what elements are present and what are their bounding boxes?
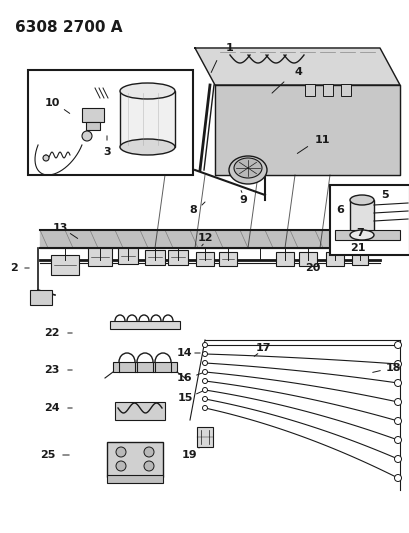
- Bar: [113, 362, 177, 372]
- Bar: [275, 252, 293, 266]
- Text: 2: 2: [10, 263, 18, 273]
- Ellipse shape: [349, 195, 373, 205]
- Ellipse shape: [82, 131, 92, 141]
- Bar: [351, 252, 367, 265]
- Bar: [107, 442, 163, 477]
- Ellipse shape: [393, 379, 400, 386]
- Ellipse shape: [393, 360, 400, 367]
- Ellipse shape: [144, 461, 154, 471]
- Text: 22: 22: [44, 328, 60, 338]
- Bar: [218, 252, 236, 266]
- Bar: [120, 91, 175, 147]
- Bar: [115, 402, 164, 420]
- Text: 23: 23: [44, 365, 60, 375]
- Bar: [349, 200, 373, 235]
- Bar: [329, 185, 409, 255]
- Ellipse shape: [202, 406, 207, 410]
- Ellipse shape: [229, 156, 266, 184]
- Ellipse shape: [202, 397, 207, 401]
- Ellipse shape: [120, 83, 175, 99]
- Text: 7: 7: [355, 228, 363, 238]
- Ellipse shape: [144, 447, 154, 457]
- Text: 18: 18: [384, 363, 400, 373]
- Bar: [325, 252, 343, 266]
- Text: 12: 12: [197, 233, 212, 243]
- Ellipse shape: [393, 417, 400, 424]
- Bar: [304, 84, 314, 96]
- Ellipse shape: [393, 342, 400, 349]
- Bar: [196, 427, 213, 447]
- Text: 11: 11: [313, 135, 329, 145]
- Ellipse shape: [120, 139, 175, 155]
- Bar: [196, 252, 213, 266]
- Bar: [86, 122, 100, 130]
- Bar: [30, 290, 52, 305]
- Ellipse shape: [349, 230, 373, 240]
- Polygon shape: [195, 48, 399, 85]
- Text: 14: 14: [177, 348, 192, 358]
- Bar: [51, 255, 79, 275]
- Text: 19: 19: [182, 450, 197, 460]
- Text: 8: 8: [189, 205, 196, 215]
- Text: 25: 25: [40, 450, 56, 460]
- Bar: [28, 70, 193, 175]
- Polygon shape: [214, 85, 399, 175]
- Text: 3: 3: [103, 147, 110, 157]
- Ellipse shape: [202, 369, 207, 375]
- Ellipse shape: [202, 351, 207, 357]
- Bar: [107, 475, 163, 483]
- Bar: [168, 250, 188, 265]
- Ellipse shape: [116, 461, 126, 471]
- Text: 5: 5: [380, 190, 388, 200]
- Text: 13: 13: [52, 223, 67, 233]
- Ellipse shape: [116, 447, 126, 457]
- Text: 17: 17: [255, 343, 270, 353]
- Ellipse shape: [202, 343, 207, 348]
- Ellipse shape: [393, 474, 400, 481]
- Ellipse shape: [393, 399, 400, 406]
- Bar: [82, 108, 104, 122]
- Text: 24: 24: [44, 403, 60, 413]
- Text: 9: 9: [238, 195, 246, 205]
- Text: 6308 2700 A: 6308 2700 A: [15, 20, 122, 35]
- Text: 21: 21: [349, 243, 365, 253]
- Bar: [322, 84, 332, 96]
- Bar: [88, 248, 112, 266]
- Ellipse shape: [234, 158, 261, 178]
- Text: 4: 4: [293, 67, 301, 77]
- Ellipse shape: [393, 437, 400, 443]
- Bar: [110, 321, 180, 329]
- Ellipse shape: [202, 378, 207, 384]
- Bar: [118, 248, 138, 264]
- Bar: [340, 84, 350, 96]
- Bar: [145, 250, 164, 265]
- Ellipse shape: [393, 456, 400, 463]
- Ellipse shape: [43, 155, 49, 161]
- Ellipse shape: [202, 387, 207, 392]
- Bar: [334, 230, 399, 240]
- Text: 1: 1: [226, 43, 233, 53]
- Text: 6: 6: [335, 205, 343, 215]
- Text: 15: 15: [177, 393, 192, 403]
- Ellipse shape: [202, 360, 207, 366]
- Text: 20: 20: [305, 263, 320, 273]
- Text: 10: 10: [44, 98, 60, 108]
- Bar: [298, 252, 316, 266]
- Text: 16: 16: [177, 373, 192, 383]
